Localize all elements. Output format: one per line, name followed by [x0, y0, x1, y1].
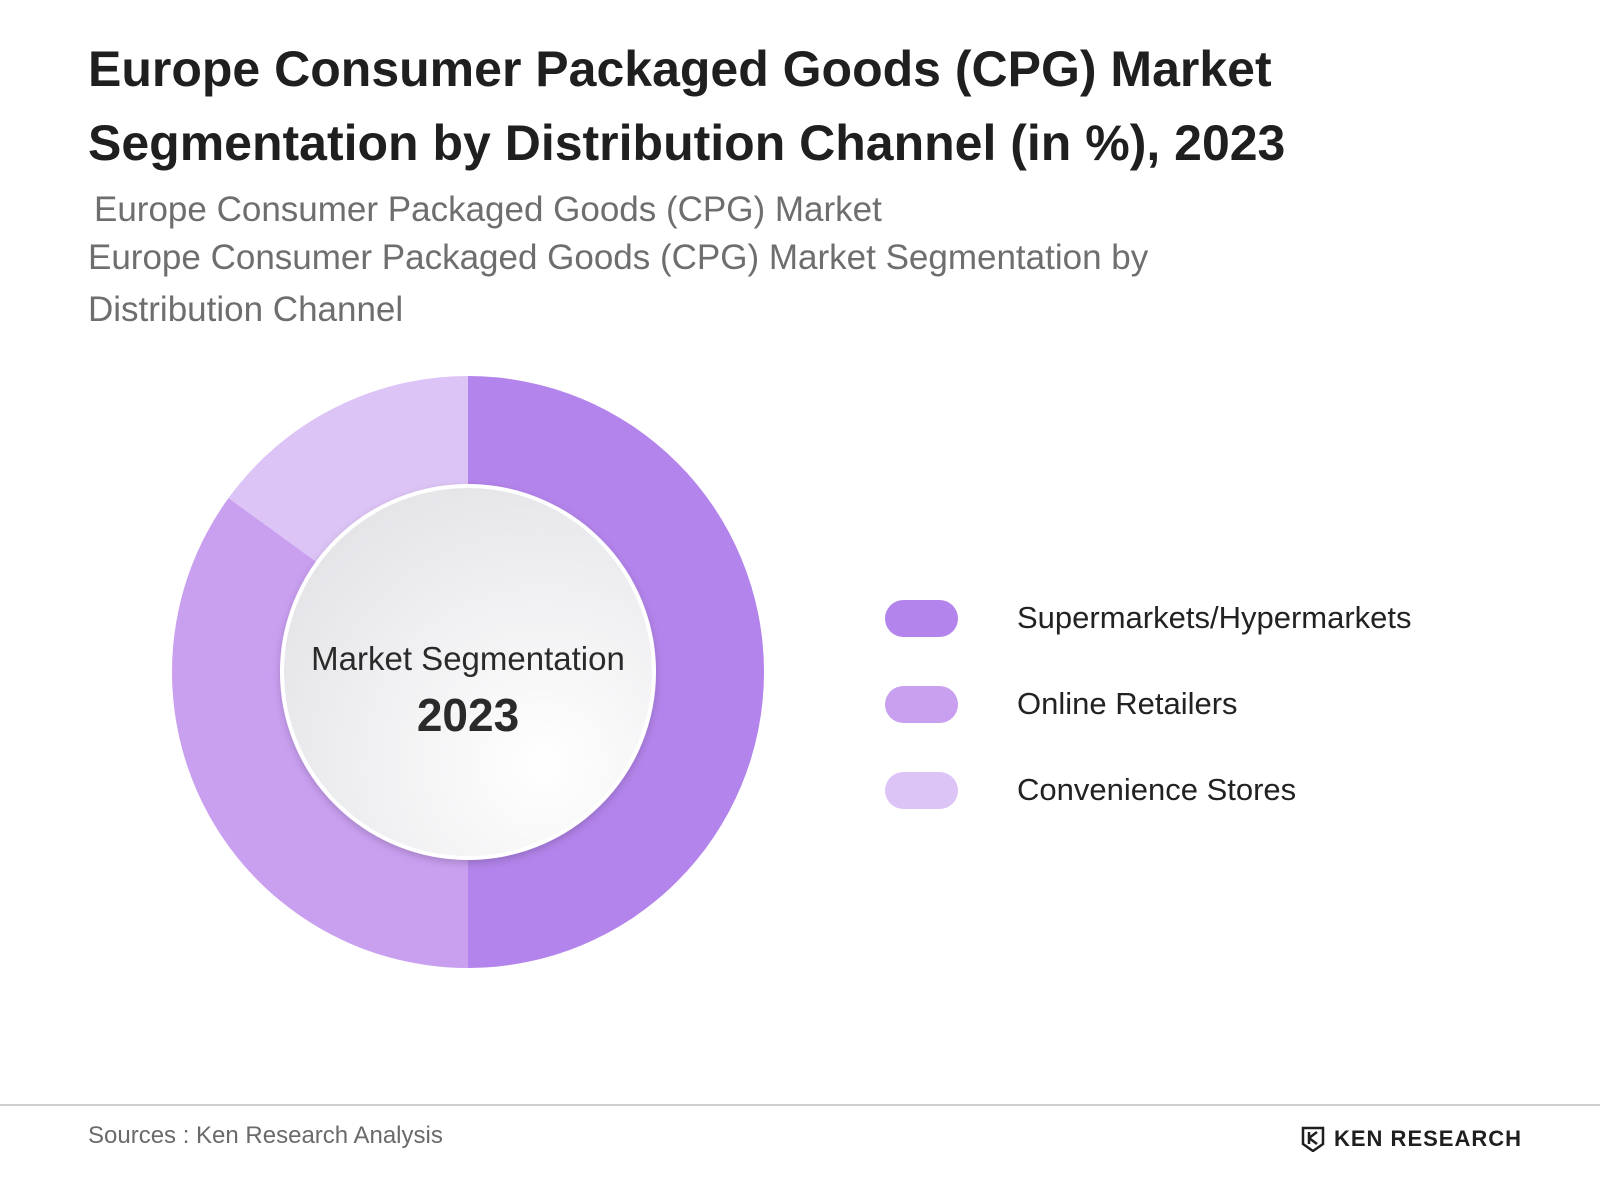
chart-subtitle-line1: Europe Consumer Packaged Goods (CPG) Mar…: [94, 190, 882, 229]
donut-center-year: 2023: [416, 689, 520, 741]
donut-center-disc: [280, 484, 656, 860]
donut-slices: [172, 376, 764, 968]
footer-divider: [0, 1104, 1600, 1106]
donut-chart: [172, 376, 764, 968]
donut-slice-convenience-stores: [228, 376, 468, 563]
legend-swatch: [885, 772, 958, 809]
source-note: Sources : Ken Research Analysis: [88, 1122, 443, 1149]
brand-name: KEN RESEARCH: [1334, 1126, 1523, 1151]
donut-center-label: Market Segmentation: [311, 640, 625, 677]
chart-subtitle-line2: Europe Consumer Packaged Goods (CPG) Mar…: [88, 238, 1149, 329]
legend-swatch: [885, 686, 958, 723]
legend-label: Online Retailers: [1017, 686, 1238, 721]
donut-slice-supermarkets-hypermarkets: [468, 376, 764, 968]
brand-logo: KEN RESEARCH: [1300, 1124, 1522, 1154]
legend-label: Convenience Stores: [1017, 772, 1297, 807]
ken-research-logo-icon: [1301, 1126, 1325, 1152]
legend-swatch: [885, 600, 958, 637]
legend-label: Supermarkets/Hypermarkets: [1017, 600, 1412, 635]
donut-slice-online-retailers: [172, 498, 468, 968]
chart-title: Europe Consumer Packaged Goods (CPG) Mar…: [88, 41, 1286, 171]
